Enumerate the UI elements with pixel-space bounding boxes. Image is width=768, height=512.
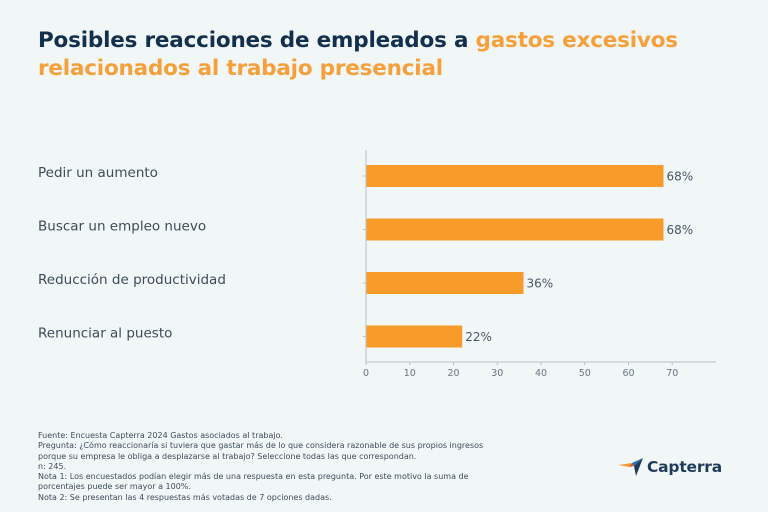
note-1-line-2: porcentajes puede ser mayor a 100%. (38, 482, 191, 492)
category-label: Buscar un empleo nuevo (38, 219, 206, 235)
logo-text: Capterra (647, 458, 722, 476)
bar (366, 218, 664, 241)
question-note-line-1: Pregunta: ¿Cómo reaccionaría si tuviera … (38, 441, 484, 451)
category-label: Pedir un aumento (38, 165, 158, 181)
note-2: Nota 2: Se presentan las 4 respuestas má… (38, 492, 332, 502)
category-label: Renunciar al puesto (38, 326, 172, 342)
x-tick-label: 60 (622, 368, 634, 379)
note-1-line-1: Nota 1: Los encuestados podían elegir má… (38, 472, 469, 482)
chart-title: Posibles reacciones de empleados a gasto… (38, 27, 738, 83)
value-label: 68% (667, 170, 694, 184)
x-tick-label: 10 (404, 368, 416, 379)
x-tick-label: 50 (579, 368, 591, 379)
x-tick-label: 30 (491, 368, 503, 379)
capterra-arrow-icon (618, 458, 643, 476)
x-axis-ticks: 0 10 20 30 40 50 60 70 (363, 175, 678, 379)
value-labels: 68% 68% 36% 22% (465, 170, 693, 345)
bars (366, 165, 664, 348)
bar (366, 272, 524, 294)
question-note-line-2: porque su empresa le obliga a desplazars… (38, 451, 417, 461)
category-labels: Pedir un aumento Buscar un empleo nuevo Re… (38, 165, 226, 342)
source-note: Fuente: Encuesta Capterra 2024 Gastos as… (38, 431, 283, 440)
title-dark-part: Posibles reacciones de empleados a (38, 28, 476, 53)
footnotes: Fuente: Encuesta Capterra 2024 Gastos as… (38, 431, 598, 503)
category-label: Reducción de productividad (38, 272, 226, 288)
value-label: 36% (527, 277, 554, 291)
bar (366, 165, 664, 187)
bar (366, 325, 463, 348)
x-tick-label: 0 (363, 368, 369, 379)
x-tick-label: 20 (447, 368, 459, 379)
x-tick-label: 70 (666, 368, 678, 379)
sample-size-note: n: 245. (38, 461, 67, 471)
title-highlight-part: gastos excesivos relacionados al trabajo… (38, 28, 678, 81)
capterra-logo: Capterra (618, 456, 722, 478)
value-label: 68% (667, 223, 694, 237)
bar-chart: Pedir un aumento Buscar un empleo nuevo Re… (38, 150, 716, 379)
value-label: 22% (465, 330, 492, 344)
x-tick-label: 40 (535, 368, 547, 379)
